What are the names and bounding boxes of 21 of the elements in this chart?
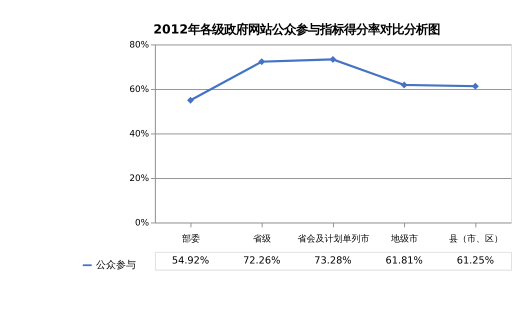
x-tick-label: 省会及计划单列市 xyxy=(297,234,370,245)
point xyxy=(187,96,194,104)
x-tick-label: 县（市、区） xyxy=(448,234,503,245)
data-label: 72.26% xyxy=(243,255,280,266)
chart-title: 2012年各级政府网站公众参与指标得分率对比分析图 xyxy=(153,21,440,36)
y-tick-label: 0% xyxy=(135,218,150,229)
y-tick-label: 20% xyxy=(129,174,150,184)
point xyxy=(258,58,266,66)
y-tick-label: 80% xyxy=(129,40,150,51)
point xyxy=(472,82,479,90)
y-tick-label: 60% xyxy=(129,85,150,96)
x-tick-label: 地级市 xyxy=(390,234,418,245)
legend-label: 公众参与 xyxy=(96,258,136,271)
data-label: 61.25% xyxy=(456,255,494,266)
point xyxy=(400,81,408,88)
data-label: 73.28% xyxy=(314,255,352,266)
x-tick-label: 省级 xyxy=(253,234,272,245)
data-label: 61.81% xyxy=(386,255,423,266)
data-label: 54.92% xyxy=(172,255,210,266)
y-tick-label: 40% xyxy=(129,130,150,140)
x-tick-label: 部委 xyxy=(182,234,200,245)
